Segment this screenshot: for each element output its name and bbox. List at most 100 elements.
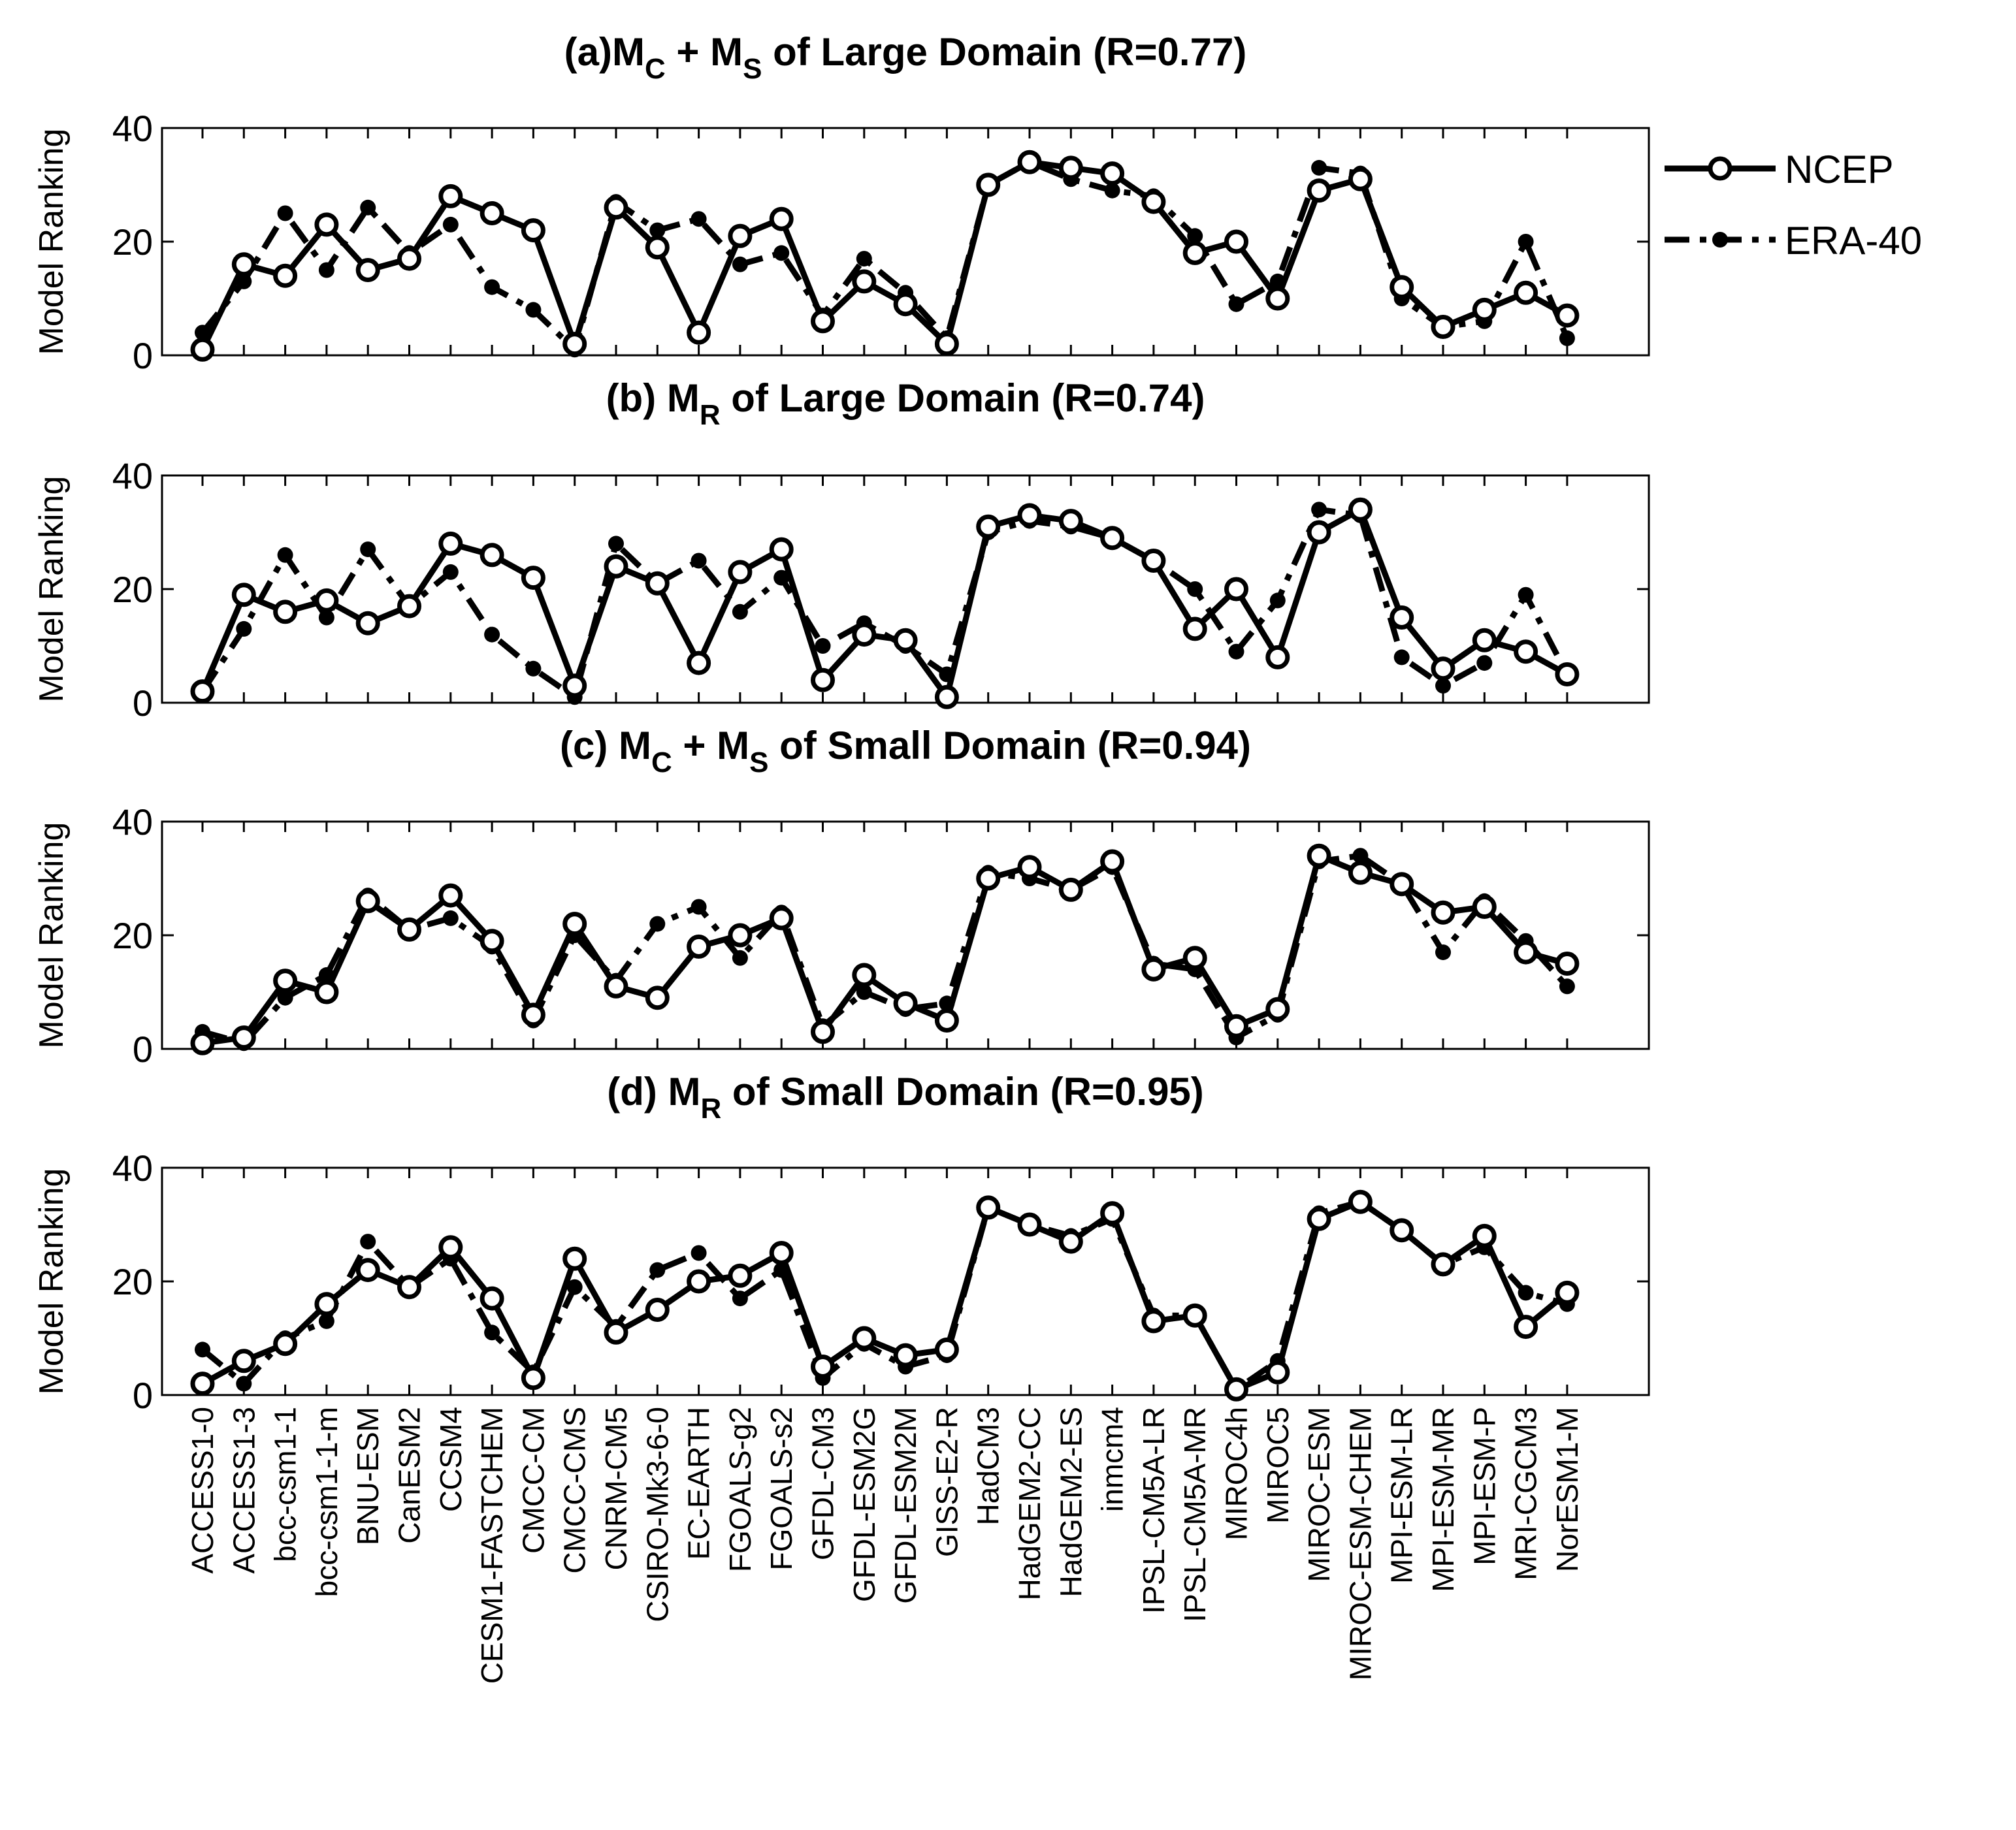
point-ncep xyxy=(314,980,339,1004)
x-tick-label: bcc-csm1-1 xyxy=(268,1407,302,1562)
x-tick-label: FGOALS-s2 xyxy=(764,1407,798,1571)
point-ncep xyxy=(1348,860,1373,885)
panel-title-part: of Small Domain (R=0.95) xyxy=(721,1070,1204,1114)
point-ncep xyxy=(1390,1218,1414,1243)
point-era40 xyxy=(1559,330,1575,346)
y-axis-label: Model Ranking xyxy=(33,476,71,703)
point-ncep xyxy=(1472,628,1497,652)
point-ncep xyxy=(480,929,504,954)
point-ncep xyxy=(893,292,918,317)
point-ncep xyxy=(852,622,877,647)
y-axis-label: Model Ranking xyxy=(33,129,71,355)
point-ncep xyxy=(1514,280,1538,305)
x-tick-label: BNU-ESM xyxy=(351,1407,385,1545)
point-ncep xyxy=(314,212,339,237)
point-era40 xyxy=(1311,502,1327,518)
point-ncep xyxy=(521,1003,545,1027)
legend: NCEP ERA-40 xyxy=(1665,148,1922,263)
x-tick-label: CanESM2 xyxy=(393,1407,427,1544)
legend-marker-era40 xyxy=(1712,232,1728,248)
point-ncep xyxy=(893,991,918,1016)
point-ncep xyxy=(1348,1189,1373,1214)
point-ncep xyxy=(687,650,711,675)
point-ncep xyxy=(521,218,545,243)
point-ncep xyxy=(852,963,877,987)
point-era40 xyxy=(484,279,500,295)
x-tick-label: CESM1-FASTCHEM xyxy=(475,1407,509,1684)
point-era40 xyxy=(1228,643,1244,660)
series-line-ncep xyxy=(202,852,1569,1046)
point-era40 xyxy=(195,1341,210,1358)
x-tick-label: CSIRO-Mk3-6-0 xyxy=(640,1407,674,1622)
point-ncep xyxy=(976,1195,1001,1220)
x-tick-label: GFDL-ESM2M xyxy=(888,1407,922,1604)
point-ncep xyxy=(190,337,215,362)
point-ncep xyxy=(562,912,587,937)
point-ncep xyxy=(811,1019,835,1044)
point-ncep xyxy=(273,263,298,288)
x-tick-label: GFDL-CM3 xyxy=(806,1407,840,1560)
point-era40 xyxy=(608,536,624,552)
point-ncep xyxy=(1182,946,1207,971)
point-era40 xyxy=(1518,234,1534,249)
point-era40 xyxy=(277,989,293,1006)
point-era40 xyxy=(1187,228,1203,244)
point-era40 xyxy=(360,199,376,216)
panel-title-part: R xyxy=(700,399,721,431)
point-era40 xyxy=(856,251,872,267)
legend-label-ncep: NCEP xyxy=(1785,148,1894,191)
point-era40 xyxy=(1393,649,1410,666)
point-ncep xyxy=(314,588,339,613)
point-era40 xyxy=(691,211,707,227)
point-era40 xyxy=(732,950,748,966)
point-ncep xyxy=(355,889,380,914)
panel-d: (d) MR of Small Domain (R=0.95) 0 20 40 Mode… xyxy=(33,1070,1650,1416)
point-ncep xyxy=(604,195,628,220)
point-ncep xyxy=(480,543,504,568)
point-ncep xyxy=(1100,526,1125,551)
panel-title-part: + M xyxy=(672,724,749,767)
series-line-ncep xyxy=(199,506,1569,700)
y-tick-label: 40 xyxy=(112,455,153,496)
point-ncep xyxy=(728,560,753,585)
point-ncep xyxy=(1100,161,1125,186)
x-tick-label: HadGEM2-CC xyxy=(1013,1407,1047,1601)
x-tick-label: CCSM4 xyxy=(434,1407,468,1512)
x-tick-label: GISS-E2-R xyxy=(930,1407,964,1557)
x-tick-label: ACCESS1-0 xyxy=(186,1407,219,1574)
point-era40 xyxy=(732,603,748,620)
series-line-era40 xyxy=(201,852,1570,1046)
point-era40 xyxy=(360,1234,376,1250)
panel-title-part: C xyxy=(651,746,672,779)
x-tick-label: IPSL-CM5A-LR xyxy=(1137,1407,1171,1614)
point-ncep xyxy=(1514,1315,1538,1340)
point-ncep xyxy=(231,1349,256,1373)
point-ncep xyxy=(438,1235,463,1260)
point-ncep xyxy=(1514,940,1538,965)
point-era40 xyxy=(649,916,666,932)
point-ncep xyxy=(769,906,794,931)
x-tick-label: NorESM1-M xyxy=(1550,1407,1584,1572)
point-ncep xyxy=(1017,150,1042,174)
point-ncep xyxy=(1307,843,1331,868)
point-era40 xyxy=(856,984,872,1000)
point-ncep xyxy=(480,1286,504,1311)
point-ncep xyxy=(1224,1014,1248,1038)
point-ncep xyxy=(687,320,711,345)
point-ncep xyxy=(645,1298,670,1322)
point-ncep xyxy=(1307,178,1331,203)
point-ncep xyxy=(811,667,835,692)
point-ncep xyxy=(1472,895,1497,919)
point-ncep xyxy=(1058,1229,1083,1254)
point-ncep xyxy=(438,531,463,556)
panel-title-part: of Large Domain (R=0.77) xyxy=(762,30,1246,74)
point-era40 xyxy=(277,547,293,563)
point-ncep xyxy=(1017,1212,1042,1237)
x-tick-label: MIROC-ESM xyxy=(1302,1407,1336,1582)
legend-marker-ncep xyxy=(1708,156,1732,181)
x-tick-label: MRI-CGCM3 xyxy=(1509,1407,1543,1581)
point-era40 xyxy=(484,626,500,643)
point-ncep xyxy=(1141,957,1166,982)
point-era40 xyxy=(442,910,459,926)
point-ncep xyxy=(521,566,545,590)
